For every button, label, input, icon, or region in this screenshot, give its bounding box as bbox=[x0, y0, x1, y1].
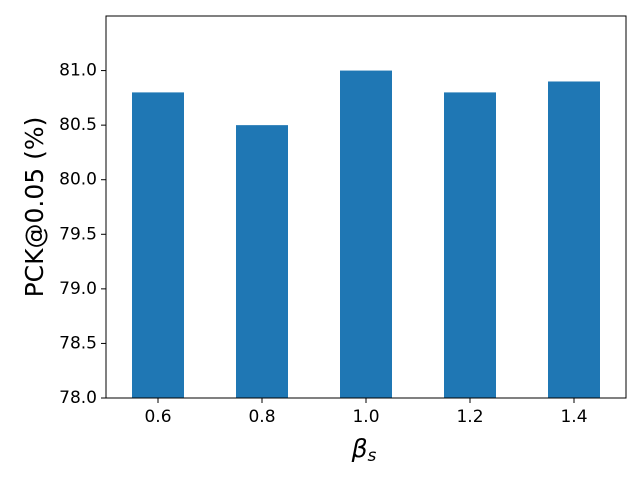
y-tick-label: 78.5 bbox=[59, 333, 97, 353]
bar bbox=[444, 92, 496, 399]
x-tick-label: 1.2 bbox=[456, 407, 483, 427]
plot-frame bbox=[105, 15, 627, 399]
bar bbox=[548, 81, 600, 398]
x-axis-subscript: s bbox=[368, 446, 377, 466]
x-axis-label: βs bbox=[351, 434, 377, 466]
bar bbox=[340, 70, 392, 399]
y-tick-label: 80.0 bbox=[59, 170, 97, 190]
x-tick-label: 1.0 bbox=[352, 407, 379, 427]
y-tick-label: 79.5 bbox=[59, 224, 97, 244]
bar bbox=[236, 125, 288, 399]
bar bbox=[132, 92, 184, 399]
x-tick-label: 1.4 bbox=[560, 407, 587, 427]
y-tick-label: 80.5 bbox=[59, 115, 97, 135]
y-tick-label: 78.0 bbox=[59, 388, 97, 408]
x-tick-label: 0.8 bbox=[248, 407, 275, 427]
y-axis-label: PCK@0.05 (%) bbox=[20, 117, 49, 298]
x-tick-label: 0.6 bbox=[144, 407, 171, 427]
x-axis-symbol: β bbox=[351, 434, 368, 463]
y-tick-label: 79.0 bbox=[59, 279, 97, 299]
y-tick-label: 81.0 bbox=[59, 61, 97, 81]
